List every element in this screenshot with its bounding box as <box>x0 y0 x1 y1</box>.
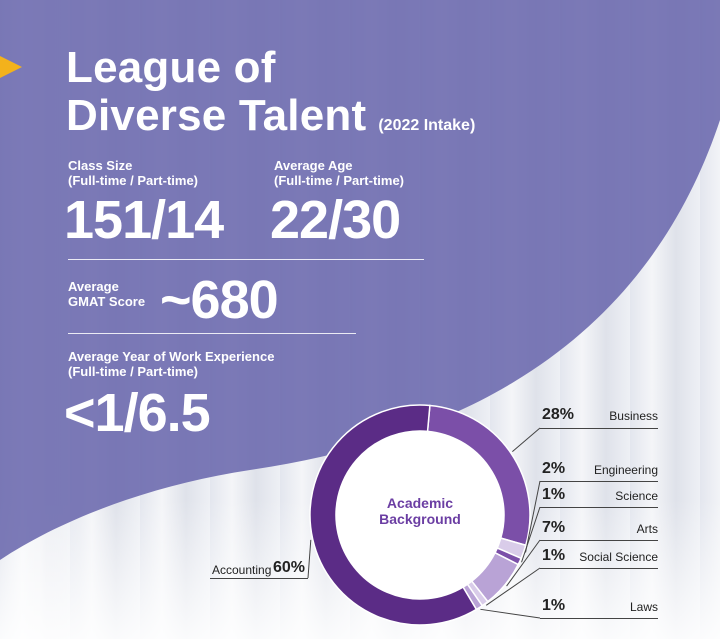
gmat-label-line2: GMAT Score <box>68 294 146 309</box>
slice-arts-label: Arts <box>636 522 658 536</box>
slice-arts-underline <box>540 540 658 541</box>
slice-accounting-underline <box>210 578 308 579</box>
slice-laws-percent: 1% <box>542 597 566 614</box>
slice-laws-label: Laws <box>629 600 658 614</box>
slice-business-underline <box>540 428 658 429</box>
title-line-1: League of <box>66 43 276 92</box>
leader-line-social-science <box>485 567 541 606</box>
page-title: League of Diverse Talent (2022 Intake) <box>66 44 475 150</box>
average-age-label-line1: Average Age <box>274 158 353 173</box>
arrow-marker-icon <box>0 56 22 78</box>
class-size-value: 151/14 <box>64 190 224 250</box>
leader-line-arts <box>506 539 541 587</box>
gmat-label: Average GMAT Score <box>68 279 145 309</box>
class-size-label-line1: Class Size <box>68 158 133 173</box>
slice-science-underline <box>540 507 658 508</box>
donut-center-hole <box>336 431 504 599</box>
slice-social-science-underline <box>540 568 658 569</box>
leader-line-business <box>512 427 541 453</box>
work-experience-label-line2: (Full-time / Part-time) <box>68 364 199 379</box>
title-line-2: Diverse Talent (2022 Intake) <box>66 92 475 150</box>
divider-2 <box>68 333 356 334</box>
leader-line-accounting <box>307 539 312 579</box>
class-size-label: Class Size (Full-time / Part-time) <box>68 158 198 188</box>
slice-business-label: Business <box>609 409 658 423</box>
slice-laws-underline <box>540 618 658 619</box>
gmat-label-line1: Average <box>68 279 119 294</box>
chart-title: Academic Background <box>379 495 461 527</box>
title-line-2-text: Diverse Talent <box>66 91 367 140</box>
slice-science-percent: 1% <box>542 486 566 503</box>
slice-business-percent: 28% <box>542 406 575 423</box>
slice-engineering-label: Engineering <box>593 463 658 477</box>
slice-science-label: Science <box>615 489 658 503</box>
slice-accounting-percent: 60% <box>273 559 306 576</box>
average-age-label: Average Age (Full-time / Part-time) <box>274 158 404 188</box>
average-age-label-line2: (Full-time / Part-time) <box>274 173 405 188</box>
slice-social-science-label: Social Science <box>579 550 658 564</box>
slice-engineering-percent: 2% <box>542 460 566 477</box>
work-experience-label: Average Year of Work Experience (Full-ti… <box>68 349 274 379</box>
slice-arts-percent: 7% <box>542 519 566 536</box>
average-age-value: 22/30 <box>270 190 401 250</box>
work-experience-value: <1/6.5 <box>64 383 211 443</box>
divider-1 <box>68 259 424 260</box>
leader-line-engineering <box>525 480 541 553</box>
class-size-label-line2: (Full-time / Part-time) <box>68 173 199 188</box>
gmat-value: ~680 <box>160 270 279 330</box>
slice-accounting <box>309 404 478 626</box>
slice-engineering-underline <box>540 481 658 482</box>
intake-year: (2022 Intake) <box>378 117 476 134</box>
leader-line-science <box>521 506 541 563</box>
slice-accounting-label: Accounting <box>212 563 272 577</box>
slice-social-science-percent: 1% <box>542 547 566 564</box>
work-experience-label-line1: Average Year of Work Experience <box>68 349 275 364</box>
leader-line-laws <box>480 608 541 619</box>
